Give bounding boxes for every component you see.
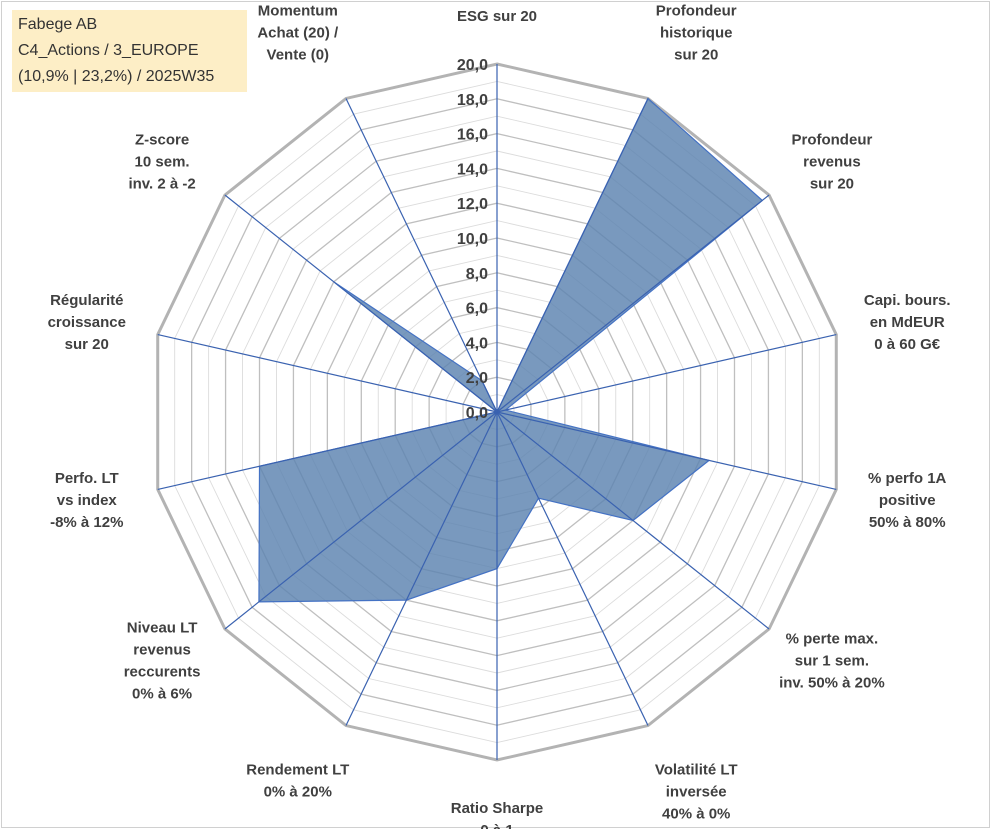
axis-label: % perfo 1A positive 50% à 80% xyxy=(868,470,947,531)
axis-label-line: Niveau LT xyxy=(127,619,198,636)
company-name: Fabege AB xyxy=(18,16,98,33)
axis-label-line: ESG sur 20 xyxy=(457,8,537,25)
info-box: Fabege AB C4_Actions / 3_EUROPE (10,9% |… xyxy=(12,10,247,92)
axis-label: Ratio Sharpe 0 à 1 xyxy=(451,800,544,829)
axis-label-line: 40% à 0% xyxy=(662,805,730,822)
axis-label-line: Rendement LT xyxy=(246,761,349,778)
axis-label-line: -8% à 12% xyxy=(50,514,123,531)
tick-label: 16,0 xyxy=(457,127,488,144)
axis-spoke xyxy=(345,411,498,726)
axis-label-line: revenus xyxy=(803,154,861,171)
axis-label-line: 0 à 60 G€ xyxy=(874,336,941,353)
axis-label-line: 10 sem. xyxy=(135,154,190,171)
axis-spoke xyxy=(496,411,770,630)
axis-label: Capi. bours. en MdEUR 0 à 60 G€ xyxy=(864,292,951,353)
axis-label-line: Ratio Sharpe xyxy=(451,800,544,817)
axis-label-line: croissance xyxy=(48,314,126,331)
axis-label-line: Momentum xyxy=(258,3,338,20)
axis-label-line: Profondeur xyxy=(656,3,737,20)
axis-label: Niveau LT revenus reccurents 0% à 6% xyxy=(124,619,201,702)
category-label: C4_Actions / 3_EUROPE xyxy=(18,42,199,59)
axis-label-line: Perfo. LT xyxy=(55,470,119,487)
axis-spoke xyxy=(157,333,498,413)
axis-label-line: positive xyxy=(879,492,936,509)
tick-label: 2,0 xyxy=(466,370,488,387)
axis-label-line: en MdEUR xyxy=(870,314,945,331)
axis-label: Note ESG sur 20 xyxy=(457,0,537,25)
axis-label-line: inversée xyxy=(666,783,727,800)
axis-label-line: vs index xyxy=(57,492,118,509)
axis-label-line: Profondeur xyxy=(791,132,872,149)
axis-label-line: sur 20 xyxy=(674,47,718,64)
period-label: (10,9% | 23,2%) / 2025W35 xyxy=(18,68,215,85)
axis-spoke xyxy=(496,411,837,491)
axis-spoke xyxy=(496,194,770,413)
axis-label-line: inv. 2 à -2 xyxy=(128,176,195,193)
axis-label-line: Volatilité LT xyxy=(655,761,738,778)
tick-label: 20,0 xyxy=(457,57,488,74)
axis-label-line: Régularité xyxy=(50,292,123,309)
tick-label: 8,0 xyxy=(466,266,488,283)
axis-label-line: 0% à 6% xyxy=(132,685,192,702)
axis-label-line: Vente (0) xyxy=(267,47,330,64)
tick-label: 12,0 xyxy=(457,196,488,213)
axis-label-line: revenus xyxy=(133,641,191,658)
tick-label: 0,0 xyxy=(466,405,488,422)
axis-label: % perte max. sur 1 sem. inv. 50% à 20% xyxy=(779,630,885,691)
axis-label-line: 0% à 20% xyxy=(264,783,332,800)
axis-label: Profondeur historique sur 20 xyxy=(656,3,737,64)
axis-label-line: Capi. bours. xyxy=(864,292,951,309)
radar-axis-labels: Note ESG sur 20 Profondeur historique sur 20… xyxy=(48,0,951,829)
tick-label: 10,0 xyxy=(457,231,488,248)
radar-tick-labels: 0,0 2,0 4,0 6,0 8,0 10,0 12,0 14,0 16,0 18,0 20,0 xyxy=(457,57,488,422)
axis-label-line: 50% à 80% xyxy=(869,514,946,531)
axis-label-line: historique xyxy=(660,25,733,42)
tick-label: 4,0 xyxy=(466,335,488,352)
axis-label-line: inv. 50% à 20% xyxy=(779,674,885,691)
axis-label: Régularité croissance sur 20 xyxy=(48,292,126,353)
axis-label-line: Z-score xyxy=(135,132,189,149)
axis-label-line: Achat (20) / xyxy=(257,25,339,42)
axis-label-line: Note xyxy=(480,0,513,3)
tick-label: 6,0 xyxy=(466,301,488,318)
tick-label: 14,0 xyxy=(457,161,488,178)
axis-spoke xyxy=(224,194,498,413)
axis-label: Momentum Achat (20) / Vente (0) xyxy=(257,3,339,64)
axis-spoke xyxy=(496,411,649,726)
axis-label-line: 0 à 1 xyxy=(480,822,513,829)
axis-spoke xyxy=(224,411,498,630)
tick-label: 18,0 xyxy=(457,92,488,109)
axis-label: Rendement LT 0% à 20% xyxy=(246,761,349,800)
axis-label: Volatilité LT inversée 40% à 0% xyxy=(655,761,738,822)
axis-spoke xyxy=(157,411,498,491)
axis-spoke xyxy=(345,98,498,413)
axis-label: Z-score 10 sem. inv. 2 à -2 xyxy=(128,132,195,193)
axis-label-line: sur 20 xyxy=(810,176,854,193)
axis-label-line: sur 20 xyxy=(65,336,109,353)
axis-label-line: sur 1 sem. xyxy=(795,652,869,669)
axis-label-line: % perte max. xyxy=(786,630,879,647)
axis-label-line: % perfo 1A xyxy=(868,470,947,487)
axis-label: Profondeur revenus sur 20 xyxy=(791,132,872,193)
axis-label-line: reccurents xyxy=(124,663,201,680)
axis-spoke xyxy=(496,98,649,413)
radar-spokes xyxy=(157,64,837,760)
axis-spoke xyxy=(496,333,837,413)
axis-label: Perfo. LT vs index -8% à 12% xyxy=(50,470,123,531)
